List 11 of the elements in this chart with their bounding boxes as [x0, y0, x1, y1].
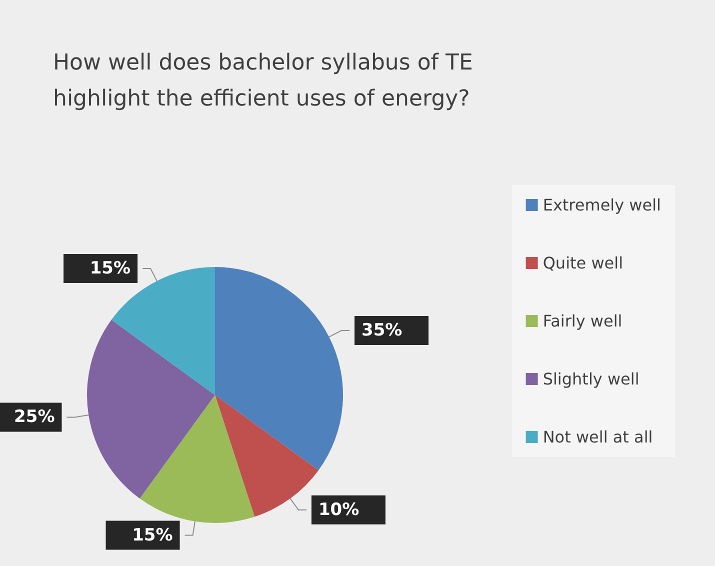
legend-label: Fairly well — [542, 312, 622, 330]
chart-title: How well does bachelor syllabus of TE highlight the efficient uses of energy? — [53, 50, 480, 112]
legend-label: Quite well — [542, 254, 624, 272]
data-label: 35% — [362, 320, 402, 341]
data-label: 15% — [132, 525, 173, 546]
legend-label: Not well at all — [542, 428, 653, 446]
data-label: 25% — [14, 407, 55, 428]
data-label: 15% — [90, 258, 131, 278]
legend-label: Slightly well — [542, 370, 640, 388]
legend-label: Extremely well — [542, 196, 661, 214]
data-label: 10% — [318, 500, 360, 520]
